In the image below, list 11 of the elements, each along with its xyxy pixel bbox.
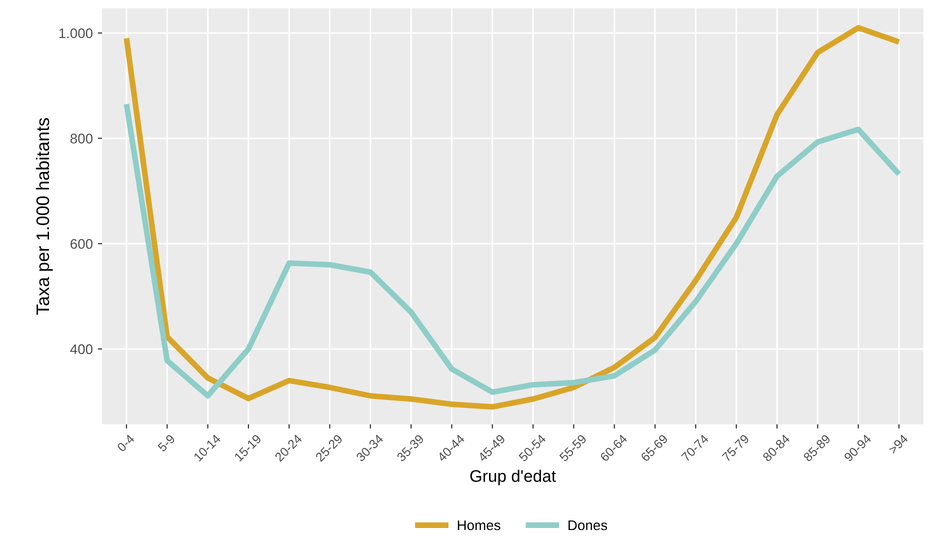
x-tick-label: 0-4 xyxy=(116,434,135,452)
legend-label: Dones xyxy=(568,520,608,530)
x-tick-label: >94 xyxy=(888,434,909,454)
x-axis-title: Grup d'edat xyxy=(470,470,556,486)
y-tick-label: 800 xyxy=(70,134,93,144)
y-tick-label: 400 xyxy=(70,344,93,354)
x-tick-label: 5-9 xyxy=(157,434,176,452)
y-tick-label: 600 xyxy=(70,238,93,249)
y-tick-label: 1.000 xyxy=(59,28,93,38)
legend-label: Homes xyxy=(458,520,500,530)
y-axis-title: Taxa per 1.000 habitants xyxy=(36,118,53,315)
